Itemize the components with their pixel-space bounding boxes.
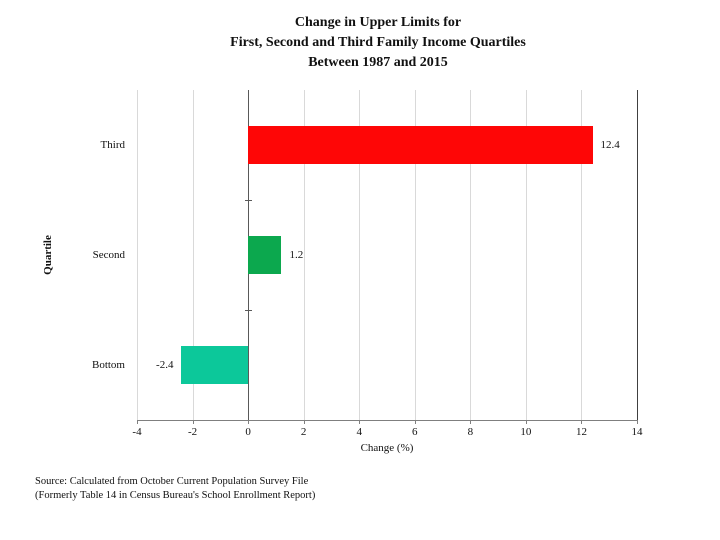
x-axis-tick--4 xyxy=(137,420,138,424)
gridline-x-6 xyxy=(414,90,416,420)
category-label-third: Third xyxy=(100,139,125,151)
x-axis-tick-label-2: 2 xyxy=(300,426,307,438)
x-axis-tick-8 xyxy=(470,420,472,424)
source-note-line-1: Source: Calculated from October Current … xyxy=(35,476,309,487)
gridline-x--2 xyxy=(192,90,194,420)
x-axis-tick-14 xyxy=(637,420,638,424)
x-axis-tick-label--4: -4 xyxy=(132,426,142,438)
gridline-x-2 xyxy=(303,90,305,420)
x-axis-tick-label-0: 0 xyxy=(245,426,251,438)
chart-title-line-2: First, Second and Third Family Income Qu… xyxy=(230,35,526,50)
x-axis-tick-label-4: 4 xyxy=(356,426,362,438)
x-axis-tick--2 xyxy=(192,420,194,424)
x-axis-tick-0 xyxy=(248,420,250,424)
gridline-x-12 xyxy=(581,90,583,420)
x-axis-tick-10 xyxy=(525,420,527,424)
x-axis-tick-label-6: 6 xyxy=(412,426,418,438)
gridline-x-14 xyxy=(637,90,638,420)
x-axis-tick-label-8: 8 xyxy=(467,426,474,438)
source-note: Source: Calculated from October Current … xyxy=(35,475,455,502)
source-note-line-2: (Formerly Table 14 in Census Bureau's Sc… xyxy=(35,489,316,501)
x-axis-tick-label-12: 12 xyxy=(575,426,587,438)
gridline-x-4 xyxy=(359,90,361,420)
x-axis-tick-label-10: 10 xyxy=(520,426,532,438)
chart-title: Change in Upper Limits for First, Second… xyxy=(34,13,720,73)
bar-third xyxy=(248,126,593,164)
plot-area: -4 -2 0 2 4 6 8 10 12 14 12.4 1.2 -2.4 xyxy=(132,90,643,438)
category-label-second: Second xyxy=(92,249,125,261)
chart-title-line-1: Change in Upper Limits for xyxy=(294,15,462,30)
x-axis-tick-2 xyxy=(303,420,305,424)
gridline-x-10 xyxy=(525,90,527,420)
category-label-bottom: Bottom xyxy=(91,359,125,371)
y-axis-tick-2 xyxy=(245,310,253,311)
data-label-second: 1.2 xyxy=(289,249,304,261)
x-axis-tick-12 xyxy=(581,420,583,424)
bar-bottom xyxy=(181,346,249,384)
x-axis-tick-label--2: -2 xyxy=(187,426,198,438)
data-label-bottom: -2.4 xyxy=(156,359,174,371)
x-axis-tick-4 xyxy=(359,420,361,424)
x-axis-tick-label-14: 14 xyxy=(631,426,643,438)
x-axis-tick-6 xyxy=(414,420,416,424)
data-label-third: 12.4 xyxy=(600,139,620,151)
gridline-x-8 xyxy=(470,90,472,420)
y-axis-tick-1 xyxy=(245,200,253,201)
x-axis-title: Change (%) xyxy=(360,442,414,454)
bar-second xyxy=(248,236,282,274)
gridline-x--4 xyxy=(137,90,138,420)
chart-title-line-3: Between 1987 and 2015 xyxy=(308,55,448,70)
